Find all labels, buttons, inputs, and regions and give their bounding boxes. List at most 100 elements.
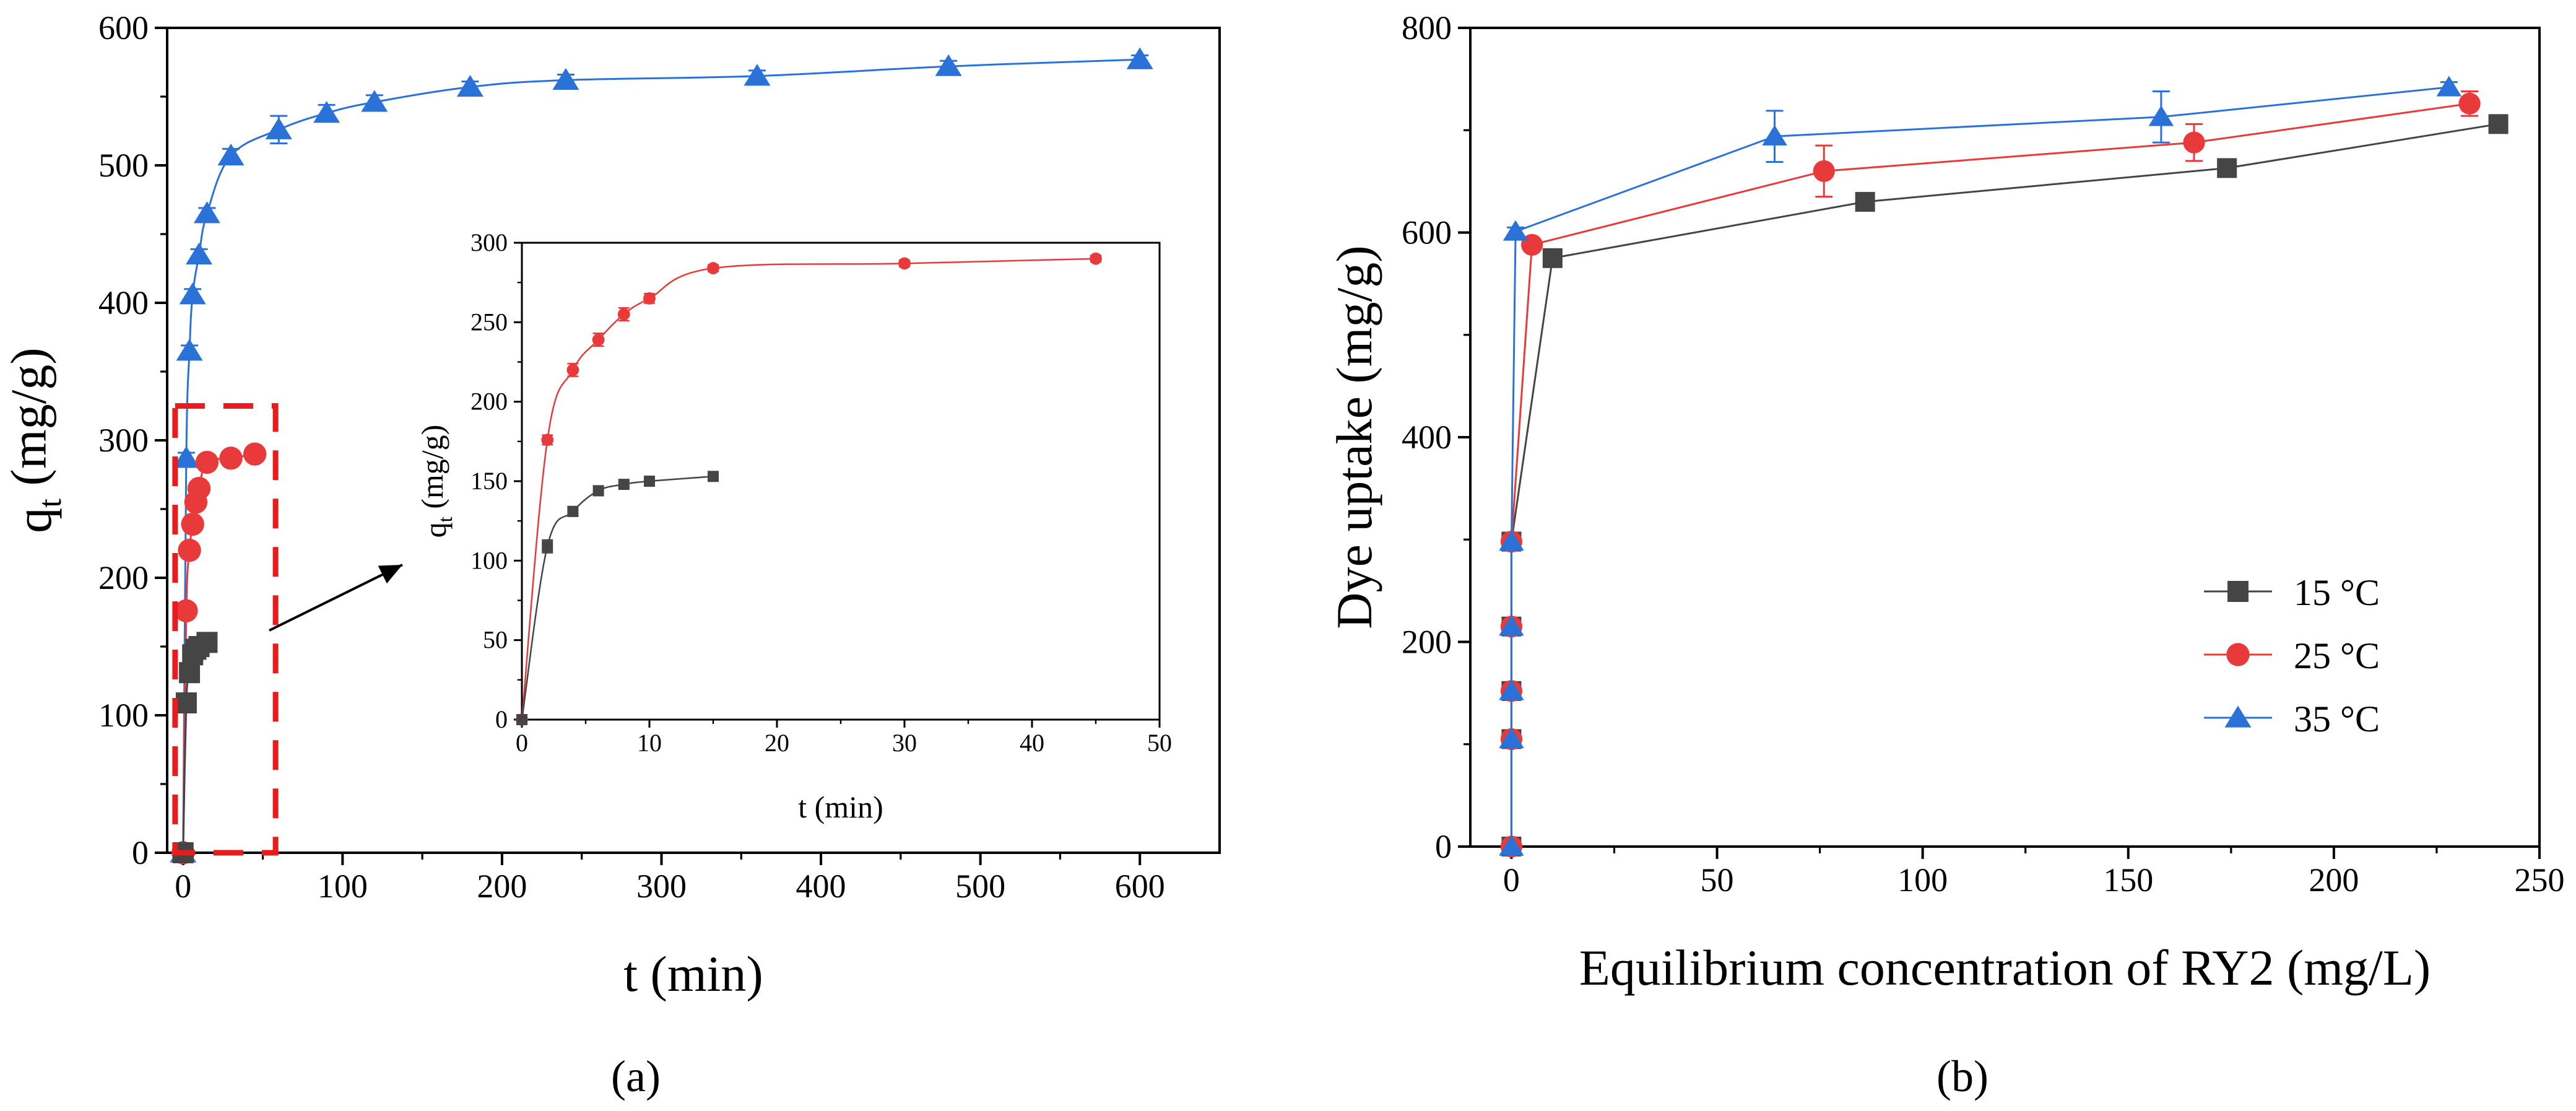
b-legend-label: 25 °C <box>2294 635 2380 676</box>
a-data-point <box>313 101 340 123</box>
b-x-tick-label: 50 <box>1701 861 1734 899</box>
b-x-tick-label: 150 <box>2103 861 2153 899</box>
a-y-tick-label: 0 <box>132 834 149 871</box>
b-data-point <box>1855 191 1875 212</box>
a-x-tick-label: 500 <box>955 868 1005 905</box>
a-inset-y-tick-label: 250 <box>471 308 508 336</box>
a-y-tick-label: 600 <box>98 9 149 46</box>
a-zoom-arrow <box>269 564 403 632</box>
b-y-tick-label: 400 <box>1402 419 1452 456</box>
b-series-2 <box>1499 76 2462 856</box>
a-x-tick-label: 200 <box>477 868 527 905</box>
a-inset-data-point <box>707 262 719 274</box>
a-inset-y-tick-label: 50 <box>483 626 508 654</box>
a-x-tick-label: 100 <box>318 868 368 905</box>
a-y-tick-label: 200 <box>98 559 149 596</box>
b-data-point <box>1499 835 1524 856</box>
a-series-line <box>182 58 1140 853</box>
a-inset-data-point <box>708 471 719 482</box>
b-legend-marker <box>2227 581 2249 602</box>
a-inset-y-tick-label: 100 <box>471 546 508 574</box>
a-inset-x-tick-label: 40 <box>1020 729 1044 757</box>
a-y-tick-label: 100 <box>98 697 149 734</box>
a-inset-y-tick-label: 200 <box>471 388 508 416</box>
a-data-point <box>178 538 201 562</box>
a-y-tick-label: 400 <box>98 284 149 321</box>
b-data-point <box>2458 92 2481 115</box>
a-inset-x-axis-title: t (min) <box>798 790 883 824</box>
a-x-axis-title: t (min) <box>623 946 763 1002</box>
b-data-point <box>1499 530 1524 551</box>
a-y-axis-title: qt (mg/g) <box>0 347 68 533</box>
a-data-point <box>193 201 220 224</box>
b-y-tick-label: 0 <box>1435 828 1452 865</box>
a-data-point <box>456 74 484 97</box>
b-y-tick-label: 200 <box>1402 624 1452 661</box>
chart-b: 0 50 100 150 200 250 0 200 400 600 800 Dye uptake (… <box>1326 9 2565 996</box>
a-inset-y-tick-label: 0 <box>495 705 508 733</box>
a-data-point <box>175 692 197 714</box>
b-x-tick-label: 250 <box>2515 861 2565 899</box>
a-inset-data-point <box>618 479 630 490</box>
a-inset-data-point <box>644 476 655 487</box>
b-y-axis-title: Dye uptake (mg/g) <box>1326 245 1382 629</box>
a-inset-data-point <box>566 364 579 377</box>
b-legend: 15 °C 25 °C 35 °C <box>2204 572 2380 739</box>
b-x-axis-title: Equilibrium concentration of RY2 (mg/L) <box>1579 939 2431 996</box>
a-zoom-box <box>172 403 279 856</box>
a-data-point <box>243 442 267 466</box>
a-y-tick-label: 300 <box>98 422 149 459</box>
a-inset-x-tick-label: 30 <box>892 729 917 757</box>
a-data-point <box>186 242 213 264</box>
b-legend-marker <box>2224 705 2252 728</box>
a-x-tick-label: 400 <box>796 868 846 905</box>
b-data-point <box>1542 248 1563 268</box>
a-inset-x-tick-label: 10 <box>637 729 662 757</box>
panel-b-label: (b) <box>1936 1052 1988 1101</box>
a-data-point <box>744 64 771 86</box>
a-data-point <box>219 447 243 470</box>
a-inset-y-axis-title: qt (mg/g) <box>415 425 457 538</box>
a-inset-data-point <box>592 485 604 497</box>
b-data-point <box>1499 679 1524 700</box>
b-data-point <box>1499 728 1524 749</box>
b-data-point <box>2148 105 2174 126</box>
a-data-point <box>181 512 204 536</box>
a-data-point <box>217 143 245 166</box>
b-legend-label: 15 °C <box>2294 572 2380 613</box>
a-data-point <box>173 446 200 468</box>
a-inset-y-tick-label: 150 <box>471 467 508 495</box>
a-x-tick-label: 300 <box>636 868 687 905</box>
b-x-tick-label: 200 <box>2309 861 2359 899</box>
a-inset-data-point <box>898 257 911 270</box>
a-x-tick-label: 600 <box>1115 868 1165 905</box>
a-data-point <box>361 90 388 112</box>
b-data-point <box>1503 220 1529 241</box>
a-series-2 <box>172 632 218 863</box>
a-data-point <box>196 632 218 653</box>
b-y-tick-label: 600 <box>1402 214 1452 251</box>
b-data-point <box>1762 124 1787 146</box>
a-data-point <box>176 339 203 361</box>
a-inset-bg <box>522 243 1160 720</box>
a-data-point <box>195 450 219 474</box>
a-x-tick-label: 0 <box>175 868 191 905</box>
a-inset-x-tick-label: 0 <box>516 729 528 757</box>
a-inset-data-point <box>592 333 605 346</box>
b-data-point <box>2183 131 2205 154</box>
a-inset-series-1 <box>516 471 719 725</box>
a-data-point <box>265 117 292 139</box>
b-x-tick-label: 100 <box>1897 861 1948 899</box>
a-inset-data-point <box>542 541 553 552</box>
b-legend-marker <box>2226 643 2250 666</box>
a-inset-x-tick-label: 20 <box>765 729 789 757</box>
b-data-point <box>2488 114 2509 134</box>
chart-a: 0 100 200 300 400 500 6000100200300400500600qt… <box>0 9 1221 1002</box>
a-inset-data-point <box>541 434 554 447</box>
a-inset-data-point <box>617 308 630 321</box>
a-inset-data-point <box>516 714 527 725</box>
b-data-point <box>1499 615 1524 636</box>
a-series-0 <box>170 47 1153 863</box>
a-inset: 0 10 20 30 40 50 0 50 100 150 200 250 300 qt (mg/g) t … <box>415 229 1172 824</box>
